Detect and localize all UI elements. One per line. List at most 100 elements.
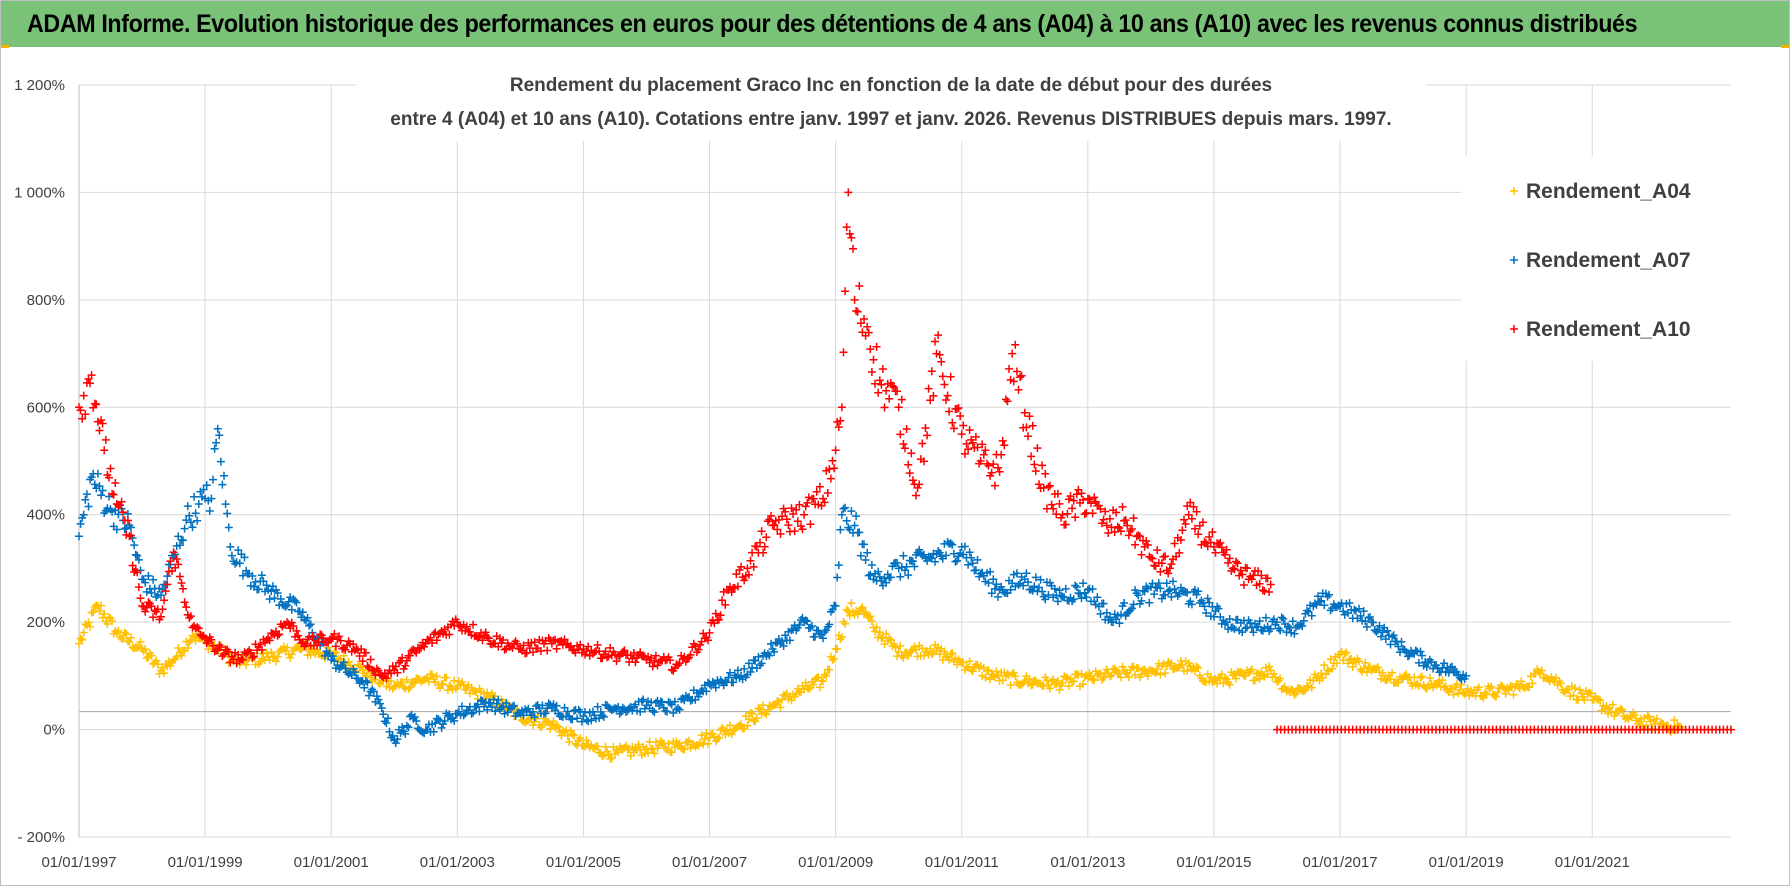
data-point	[199, 631, 208, 640]
data-point	[1090, 676, 1099, 685]
data-point	[1299, 686, 1308, 695]
data-point	[919, 651, 928, 660]
data-point	[953, 556, 961, 565]
data-point	[1110, 528, 1119, 536]
data-point	[450, 716, 459, 725]
data-point	[981, 446, 990, 455]
data-point	[177, 651, 186, 660]
data-point	[1446, 663, 1455, 672]
data-point	[634, 740, 643, 749]
data-point	[481, 698, 490, 707]
data-point	[1416, 673, 1425, 682]
data-point	[872, 342, 881, 351]
data-point	[957, 430, 966, 439]
data-point	[97, 491, 106, 500]
data-point	[1055, 499, 1064, 508]
data-point	[265, 636, 274, 645]
data-point	[1262, 613, 1270, 622]
data-point	[393, 735, 402, 744]
data-point	[902, 562, 911, 571]
data-point	[76, 406, 85, 415]
data-point	[1243, 623, 1252, 632]
data-point	[499, 636, 507, 644]
data-point	[131, 550, 140, 559]
data-point	[1038, 587, 1047, 596]
data-point	[398, 653, 407, 662]
data-point	[141, 645, 150, 654]
data-point	[727, 730, 736, 739]
x-tick-label: 01/01/1999	[168, 854, 243, 871]
data-point	[1069, 496, 1078, 505]
data-point	[998, 676, 1007, 685]
data-point	[664, 739, 673, 748]
data-point	[1096, 505, 1105, 513]
data-point	[1361, 658, 1370, 667]
chart-title: Rendement du placement Graco Inc en fonc…	[356, 61, 1426, 141]
data-point	[882, 578, 891, 587]
x-tick-label: 01/01/2001	[294, 854, 369, 871]
data-point	[224, 647, 233, 656]
data-point	[503, 708, 512, 717]
data-point	[1005, 364, 1013, 373]
data-point	[1575, 685, 1584, 694]
data-point	[948, 418, 957, 427]
data-point	[986, 675, 995, 684]
data-point	[978, 440, 987, 449]
data-point	[875, 572, 884, 581]
data-point	[492, 699, 501, 708]
data-point	[1096, 609, 1105, 618]
data-point	[1099, 673, 1108, 682]
data-point	[806, 623, 815, 632]
data-point	[639, 695, 648, 704]
data-point	[1386, 640, 1395, 649]
data-point	[1028, 421, 1037, 430]
data-point	[1175, 662, 1184, 671]
legend-marker	[1510, 256, 1518, 264]
data-point	[256, 640, 265, 649]
data-point	[287, 605, 296, 614]
data-point	[836, 525, 845, 534]
data-point	[111, 506, 120, 515]
data-point	[1350, 605, 1359, 614]
data-point	[1105, 613, 1114, 622]
data-point	[365, 691, 373, 700]
data-point	[984, 461, 993, 470]
data-point	[177, 579, 186, 587]
data-point	[1203, 594, 1212, 603]
data-point	[1257, 667, 1266, 676]
data-point	[847, 233, 856, 242]
data-point	[929, 391, 938, 400]
data-point	[147, 602, 156, 611]
data-point	[803, 617, 812, 626]
data-point	[1459, 688, 1467, 697]
data-point	[1036, 484, 1045, 493]
data-point	[1036, 575, 1045, 584]
data-point	[549, 717, 558, 726]
data-point	[935, 350, 944, 359]
data-point	[1105, 514, 1114, 523]
data-point	[1320, 661, 1329, 670]
data-point	[1441, 682, 1450, 691]
data-point	[134, 642, 143, 651]
data-point	[830, 601, 839, 610]
data-point	[1208, 528, 1217, 537]
data-point	[1137, 550, 1146, 559]
data-point	[374, 666, 383, 675]
data-point	[152, 656, 161, 665]
data-point	[886, 573, 895, 582]
data-point	[76, 634, 85, 643]
data-point	[756, 661, 764, 670]
x-tick-label: 01/01/2009	[798, 854, 873, 871]
data-point	[620, 646, 629, 655]
data-point	[226, 542, 235, 551]
data-point	[1120, 516, 1129, 525]
data-point	[711, 609, 720, 618]
data-point	[1307, 683, 1316, 692]
data-point	[1044, 591, 1053, 599]
data-point	[1238, 570, 1247, 579]
data-point	[141, 607, 150, 616]
data-point	[265, 595, 274, 604]
data-point	[152, 593, 161, 601]
data-point	[428, 639, 437, 647]
data-point	[1241, 624, 1250, 633]
